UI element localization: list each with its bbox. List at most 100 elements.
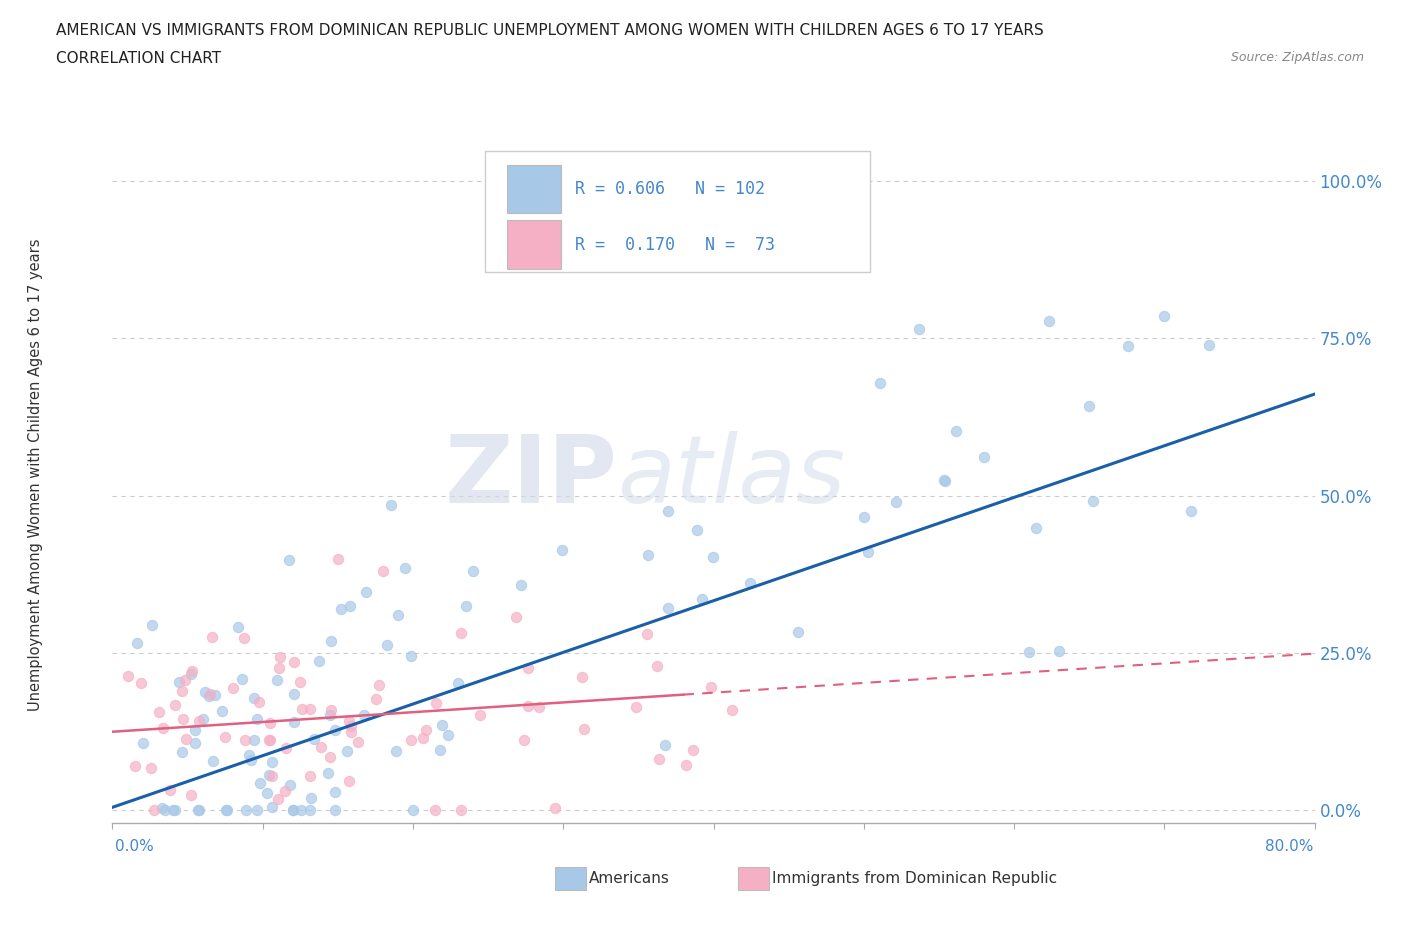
Point [394, 561, 416, 576]
Point [304, 731, 326, 746]
Point [173, 673, 195, 688]
Point [375, 637, 398, 652]
Point [657, 503, 679, 518]
Point [1180, 503, 1202, 518]
Point [274, 784, 297, 799]
Point [415, 723, 437, 737]
Point [425, 696, 447, 711]
Point [907, 322, 929, 337]
Point [238, 748, 260, 763]
Point [509, 578, 531, 592]
Point [1038, 314, 1060, 329]
Point [319, 707, 342, 722]
Point [1153, 308, 1175, 323]
Point [269, 649, 291, 664]
Point [945, 423, 967, 438]
Point [143, 803, 166, 817]
Point [429, 743, 451, 758]
Point [401, 648, 423, 663]
Text: 80.0%: 80.0% [1265, 839, 1313, 854]
Text: 0.0%: 0.0% [115, 839, 155, 854]
Point [274, 740, 297, 755]
Point [299, 790, 322, 805]
Point [934, 472, 956, 487]
Point [690, 591, 713, 606]
Point [340, 718, 363, 733]
Point [180, 787, 202, 802]
Point [319, 750, 342, 764]
Point [450, 803, 472, 817]
Point [153, 803, 176, 817]
Text: Immigrants from Dominican Republic: Immigrants from Dominican Republic [772, 871, 1057, 886]
Point [152, 720, 174, 735]
Point [246, 711, 269, 726]
Point [699, 680, 721, 695]
Point [198, 687, 221, 702]
Point [1198, 338, 1220, 352]
Point [356, 585, 378, 600]
Point [201, 630, 224, 644]
Point [159, 782, 181, 797]
Point [934, 473, 956, 488]
Point [385, 743, 408, 758]
Point [183, 736, 205, 751]
Point [180, 667, 202, 682]
Point [645, 658, 668, 673]
Point [319, 634, 342, 649]
Point [517, 699, 540, 714]
Point [637, 548, 659, 563]
Point [299, 701, 322, 716]
Point [215, 803, 238, 817]
Point [1081, 493, 1104, 508]
Text: atlas: atlas [617, 432, 845, 522]
Point [233, 631, 256, 645]
Point [257, 733, 280, 748]
Point [124, 759, 146, 774]
Point [260, 799, 283, 814]
Point [266, 672, 288, 687]
Bar [506, 165, 561, 213]
Point [308, 654, 330, 669]
Point [740, 576, 762, 591]
Text: R = 0.606   N = 102: R = 0.606 N = 102 [575, 180, 765, 198]
Point [402, 803, 425, 817]
Point [470, 708, 492, 723]
Point [291, 701, 314, 716]
Point [235, 803, 257, 817]
Point [852, 510, 875, 525]
Point [215, 803, 238, 817]
Point [371, 564, 394, 578]
Point [516, 661, 538, 676]
Point [172, 684, 194, 698]
Point [1025, 521, 1047, 536]
Point [367, 677, 389, 692]
Point [321, 702, 343, 717]
Point [247, 695, 270, 710]
Point [117, 669, 139, 684]
Point [437, 727, 460, 742]
Point [288, 674, 311, 689]
Point [316, 765, 339, 780]
Point [1078, 399, 1101, 414]
Point [169, 675, 191, 690]
Point [163, 803, 186, 817]
Point [214, 730, 236, 745]
Point [330, 602, 353, 617]
Point [259, 733, 281, 748]
Point [262, 754, 284, 769]
Point [197, 689, 219, 704]
Point [141, 618, 163, 632]
Point [685, 522, 707, 537]
Point [337, 714, 360, 729]
Point [172, 711, 194, 726]
Text: ZIP: ZIP [444, 431, 617, 523]
Point [353, 707, 375, 722]
Point [323, 723, 346, 737]
Point [543, 801, 565, 816]
Point [129, 675, 152, 690]
Point [636, 627, 658, 642]
Point [266, 792, 288, 807]
FancyBboxPatch shape [485, 151, 870, 272]
Point [278, 777, 301, 792]
Point [1116, 339, 1139, 353]
